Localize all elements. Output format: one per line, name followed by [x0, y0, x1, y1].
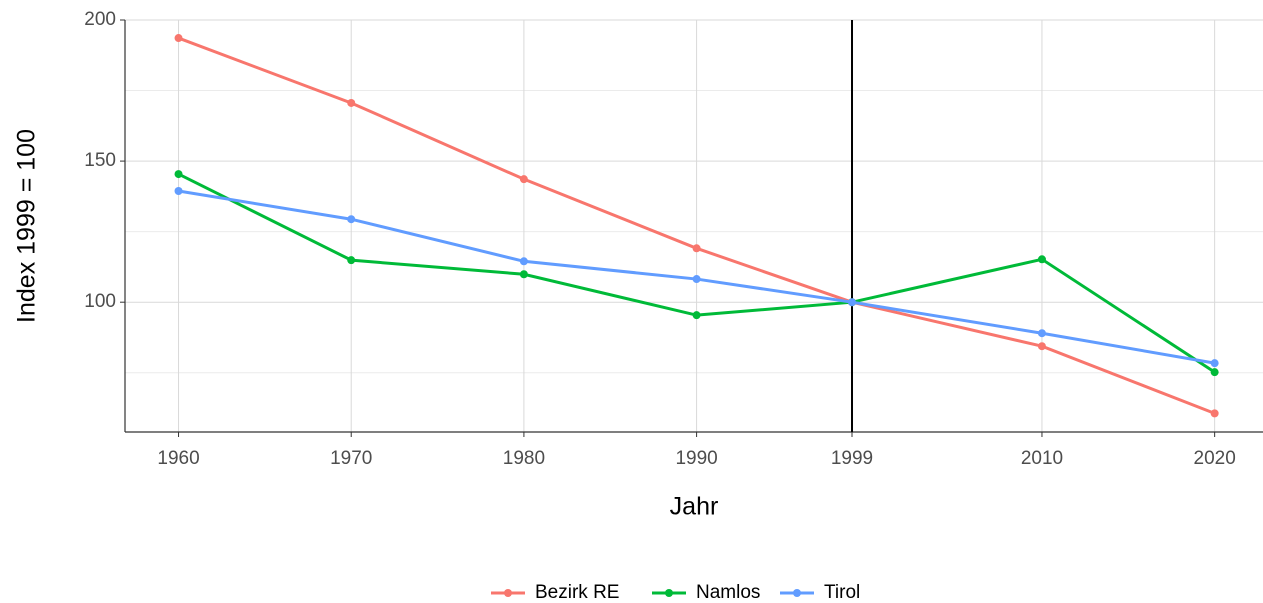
data-point — [347, 215, 356, 224]
x-axis-title: Jahr — [670, 493, 719, 521]
x-tick-label: 1999 — [831, 448, 873, 469]
data-point — [519, 257, 528, 266]
legend-label: Bezirk RE — [535, 582, 619, 603]
legend-swatch-point — [665, 589, 673, 597]
data-point — [519, 175, 528, 184]
y-axis-title: Index 1999 = 100 — [13, 129, 41, 323]
data-point — [1037, 255, 1046, 264]
x-tick-label: 1960 — [157, 448, 199, 469]
data-point — [1037, 342, 1046, 351]
data-point — [1210, 359, 1219, 368]
data-point — [174, 170, 183, 179]
data-point — [347, 98, 356, 107]
y-tick-label: 150 — [84, 150, 116, 171]
data-point — [174, 187, 183, 196]
y-tick-label: 200 — [84, 9, 116, 30]
x-tick-label: 1990 — [675, 448, 717, 469]
legend-label: Namlos — [696, 582, 760, 603]
legend-label: Tirol — [824, 582, 860, 603]
legend-swatch-point — [504, 589, 512, 597]
data-point — [1037, 329, 1046, 338]
data-point — [1210, 368, 1219, 377]
x-tick-label: 2020 — [1194, 448, 1236, 469]
x-tick-label: 1970 — [330, 448, 372, 469]
data-point — [174, 34, 183, 43]
data-point — [692, 311, 701, 320]
x-tick-label: 2010 — [1021, 448, 1063, 469]
data-point — [848, 298, 857, 307]
x-tick-label: 1980 — [503, 448, 545, 469]
y-tick-label: 100 — [84, 291, 116, 312]
data-point — [692, 275, 701, 284]
data-point — [347, 256, 356, 265]
data-point — [1210, 409, 1219, 418]
legend-swatch-point — [793, 589, 801, 597]
data-point — [519, 270, 528, 279]
data-point — [692, 244, 701, 253]
